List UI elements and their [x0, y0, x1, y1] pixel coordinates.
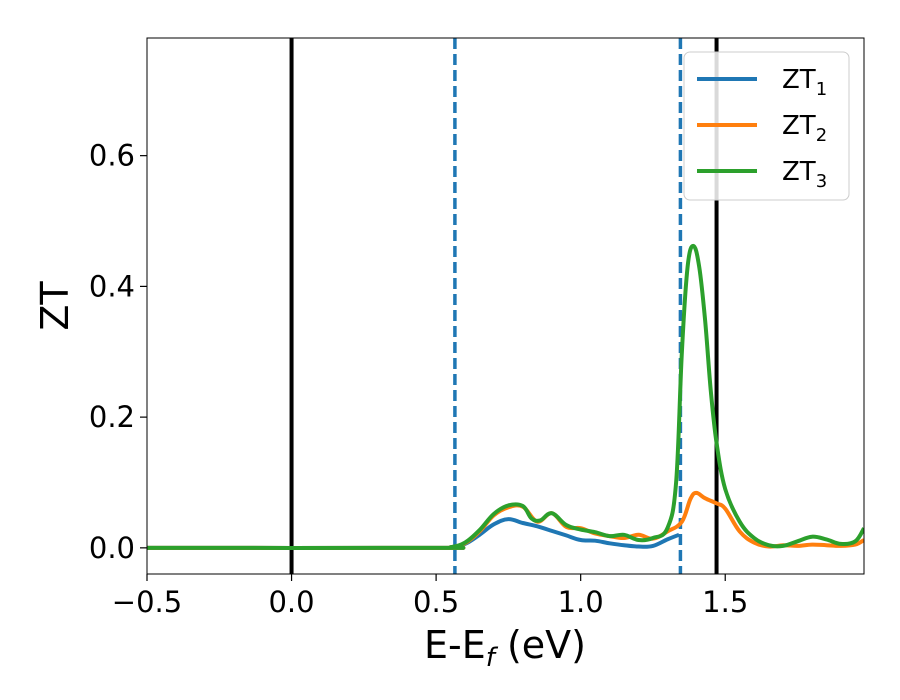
- legend: ZT1 ZT2 ZT3: [683, 51, 850, 201]
- legend-frame: [683, 51, 850, 201]
- y-tick-label: 0.4: [89, 269, 135, 303]
- y-tick-label: 0.0: [89, 531, 135, 565]
- y-axis-title: ZT: [33, 281, 77, 331]
- series-line-zt3: [147, 243, 864, 550]
- series-lines: [147, 243, 864, 550]
- y-tick-label: 0.6: [89, 139, 135, 173]
- legend-label-zt1: ZT1: [782, 65, 827, 100]
- x-tick-label: 0.0: [268, 585, 314, 619]
- plot-area-frame: [146, 37, 865, 575]
- x-tick-label: 1.0: [558, 585, 604, 619]
- y-axis: 0.0 0.2 0.4 0.6: [89, 139, 147, 565]
- x-axis-title-unit: (eV): [495, 623, 586, 667]
- x-axis: −0.5 0.0 0.5 1.0 1.5: [112, 574, 748, 619]
- x-axis-title: E-Ef (eV): [424, 623, 586, 673]
- legend-label-zt3: ZT3: [782, 157, 827, 192]
- legend-label-zt2: ZT2: [782, 111, 827, 146]
- x-tick-label: 1.5: [702, 585, 748, 619]
- x-tick-label: 0.5: [413, 585, 459, 619]
- x-tick-label: −0.5: [112, 585, 182, 619]
- y-tick-label: 0.2: [89, 400, 135, 434]
- reference-lines: [289, 38, 719, 574]
